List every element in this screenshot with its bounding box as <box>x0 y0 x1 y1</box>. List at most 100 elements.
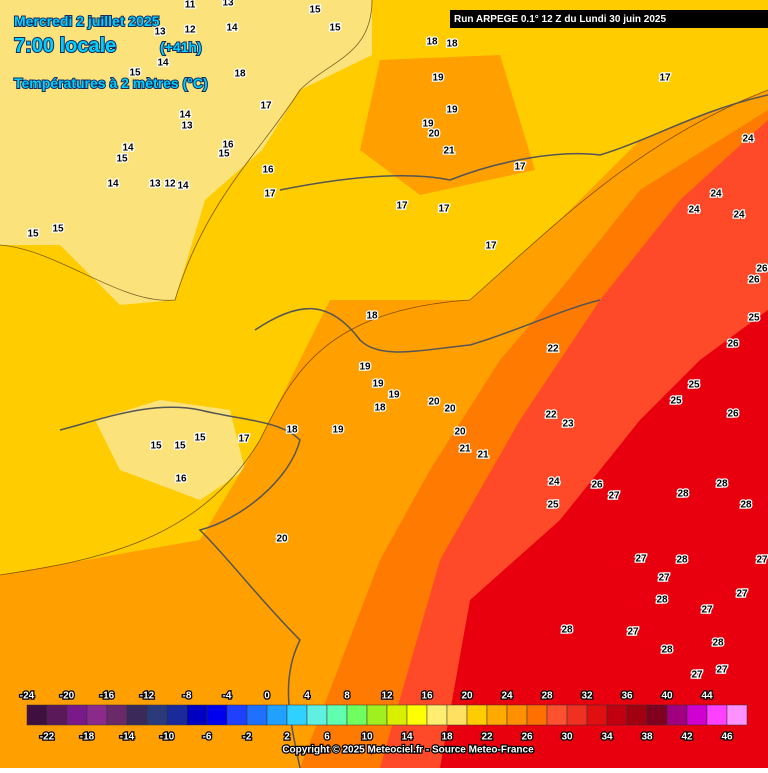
temperature-label: 27 <box>701 605 713 616</box>
temperature-label: 21 <box>477 450 489 461</box>
scale-swatch <box>566 704 588 726</box>
scale-label: -8 <box>183 691 192 702</box>
scale-swatch <box>406 704 428 726</box>
scale-swatch <box>146 704 168 726</box>
temperature-label: 18 <box>374 403 386 414</box>
scale-swatch <box>426 704 448 726</box>
scale-label: -4 <box>223 691 232 702</box>
temperature-label: 27 <box>635 554 647 565</box>
temperature-label: 24 <box>733 210 745 221</box>
lead-time: (+41h) <box>160 39 202 55</box>
temperature-label: 15 <box>150 441 162 452</box>
temperature-label: 28 <box>677 489 689 500</box>
temperature-label: 28 <box>712 638 724 649</box>
scale-label: 2 <box>284 732 290 743</box>
scale-swatch <box>66 704 88 726</box>
temperature-label: 14 <box>177 181 189 192</box>
temperature-label: 18 <box>446 39 458 50</box>
temperature-label: 17 <box>659 73 671 84</box>
temperature-label: 19 <box>359 362 371 373</box>
scale-label: 26 <box>521 732 533 743</box>
scale-label: 6 <box>324 732 330 743</box>
scale-label: -18 <box>80 732 95 743</box>
scale-swatch <box>366 704 388 726</box>
temperature-label: 28 <box>740 500 752 511</box>
scale-swatch <box>606 704 628 726</box>
scale-label: -2 <box>243 732 252 743</box>
temperature-label: 12 <box>164 179 176 190</box>
date: Mercredi 2 juillet 2025 <box>14 13 160 29</box>
scale-swatch <box>246 704 268 726</box>
scale-swatch <box>526 704 548 726</box>
scale-label: 12 <box>381 691 393 702</box>
temperature-label: 13 <box>149 179 161 190</box>
scale-label: 4 <box>304 691 310 702</box>
temperature-label: 16 <box>175 474 187 485</box>
temperature-label: 20 <box>454 427 466 438</box>
temperature-label: 19 <box>422 119 434 130</box>
scale-label: 44 <box>701 691 713 702</box>
temperature-label: 24 <box>742 134 754 145</box>
temperature-label: 20 <box>428 129 440 140</box>
temperature-label: 18 <box>234 69 246 80</box>
temperature-label: 14 <box>226 23 238 34</box>
temperature-label: 13 <box>222 0 234 9</box>
temperature-label: 16 <box>262 165 274 176</box>
temperature-label: 20 <box>276 534 288 545</box>
coastline <box>254 299 601 353</box>
temperature-label: 13 <box>154 27 166 38</box>
temperature-label: 17 <box>485 241 497 252</box>
temperature-label: 17 <box>260 101 272 112</box>
cool-zone <box>95 400 245 500</box>
temperature-label: 24 <box>710 189 722 200</box>
temperature-label: 28 <box>656 595 668 606</box>
scale-swatch <box>286 704 308 726</box>
run-info: Run ARPEGE 0.1° 12 Z du Lundi 30 juin 20… <box>454 14 666 25</box>
temperature-label: 21 <box>459 444 471 455</box>
scale-label: 32 <box>581 691 593 702</box>
scale-swatch <box>126 704 148 726</box>
temperature-label: 15 <box>329 23 341 34</box>
scale-swatch <box>486 704 508 726</box>
scale-label: 24 <box>501 691 513 702</box>
temperature-label: 20 <box>428 397 440 408</box>
scale-swatch <box>266 704 288 726</box>
temperature-label: 15 <box>52 224 64 235</box>
temperature-label: 14 <box>107 179 119 190</box>
time: 7:00 locale <box>14 35 116 57</box>
scale-swatch <box>26 704 48 726</box>
scale-label: 46 <box>721 732 733 743</box>
temperature-label: 15 <box>129 68 141 79</box>
scale-label: 20 <box>461 691 473 702</box>
scale-label: -10 <box>160 732 175 743</box>
scale-swatch <box>226 704 248 726</box>
temperature-label: 19 <box>372 379 384 390</box>
scale-label: 10 <box>361 732 373 743</box>
cool-zone <box>0 0 372 305</box>
temperature-label: 27 <box>691 670 703 681</box>
scale-swatch <box>166 704 188 726</box>
temperature-label: 17 <box>264 189 276 200</box>
temperature-label: 15 <box>174 441 186 452</box>
scale-label: 0 <box>264 691 270 702</box>
temperature-label: 26 <box>591 480 603 491</box>
temperature-label: 15 <box>116 154 128 165</box>
temperature-label: 18 <box>426 37 438 48</box>
scale-label: 22 <box>481 732 493 743</box>
temperature-label: 14 <box>179 110 191 121</box>
temperature-label: 18 <box>366 311 378 322</box>
scale-label: -12 <box>140 691 155 702</box>
temperature-label: 25 <box>547 500 559 511</box>
scale-swatch <box>106 704 128 726</box>
temperature-label: 19 <box>446 105 458 116</box>
copyright: Copyright © 2025 Meteociel.fr - Source M… <box>282 745 534 756</box>
temperature-label: 14 <box>122 143 134 154</box>
temperature-label: 28 <box>561 625 573 636</box>
temperature-label: 22 <box>545 410 557 421</box>
temperature-label: 27 <box>658 573 670 584</box>
temperature-label: 25 <box>688 380 700 391</box>
scale-label: 30 <box>561 732 573 743</box>
temperature-label: 26 <box>748 275 760 286</box>
temperature-label: 17 <box>514 162 526 173</box>
